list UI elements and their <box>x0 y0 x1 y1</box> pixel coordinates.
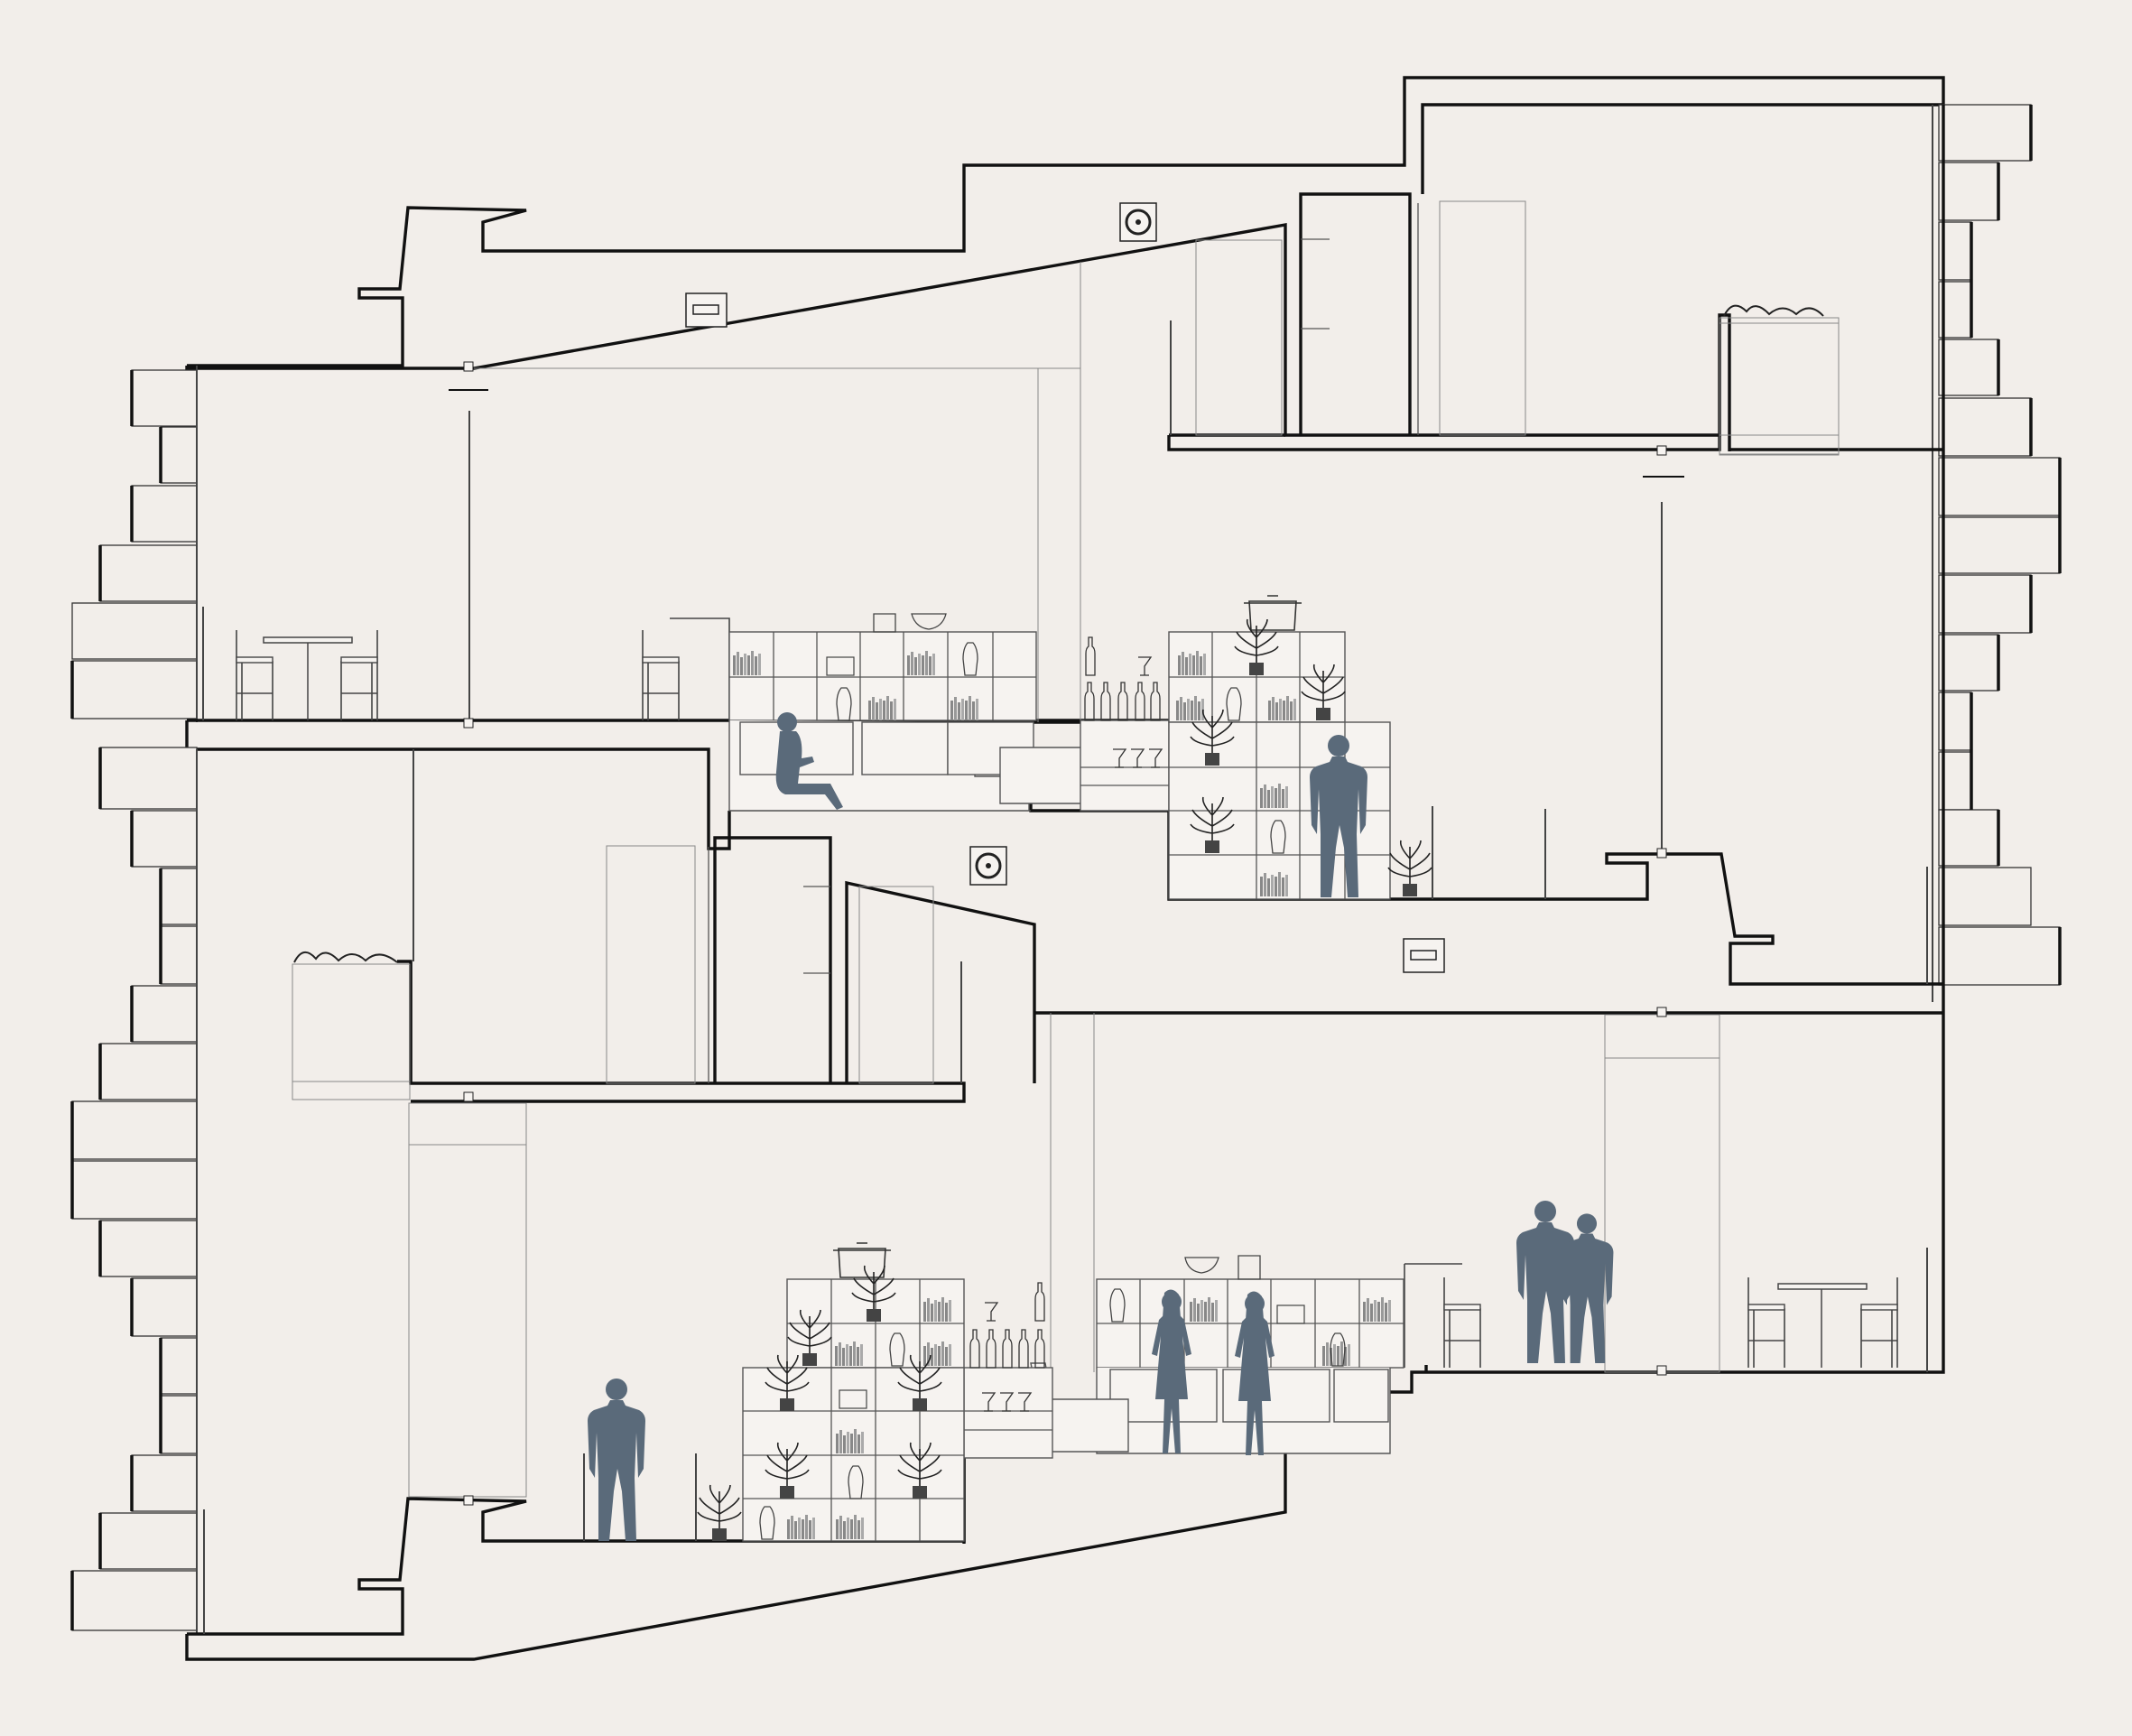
right-facade <box>1932 104 2062 1002</box>
lower-dining-set <box>1404 1263 1898 1369</box>
lower-fixtures <box>203 749 1928 1634</box>
upper-right-structure <box>1029 105 1945 999</box>
lower-planter <box>292 952 411 1100</box>
upper-roof-line <box>185 76 1945 451</box>
upper-bar-shelving <box>1080 618 1432 900</box>
upper-dining-set <box>236 617 730 722</box>
lower-sofa <box>1030 1362 1391 1454</box>
lower-bar-shelving <box>697 1242 1053 1542</box>
upper-sofa <box>728 712 1109 812</box>
upper-shelving-left <box>728 595 1302 721</box>
level-markers <box>463 361 1667 1506</box>
upper-fixtures <box>202 202 1684 899</box>
lower-left-facade <box>70 747 198 1634</box>
upper-left-facade <box>70 366 198 722</box>
lower-structure <box>185 836 1945 1661</box>
upper-interior-lines <box>474 200 1526 722</box>
upper-planter <box>1719 304 1840 436</box>
